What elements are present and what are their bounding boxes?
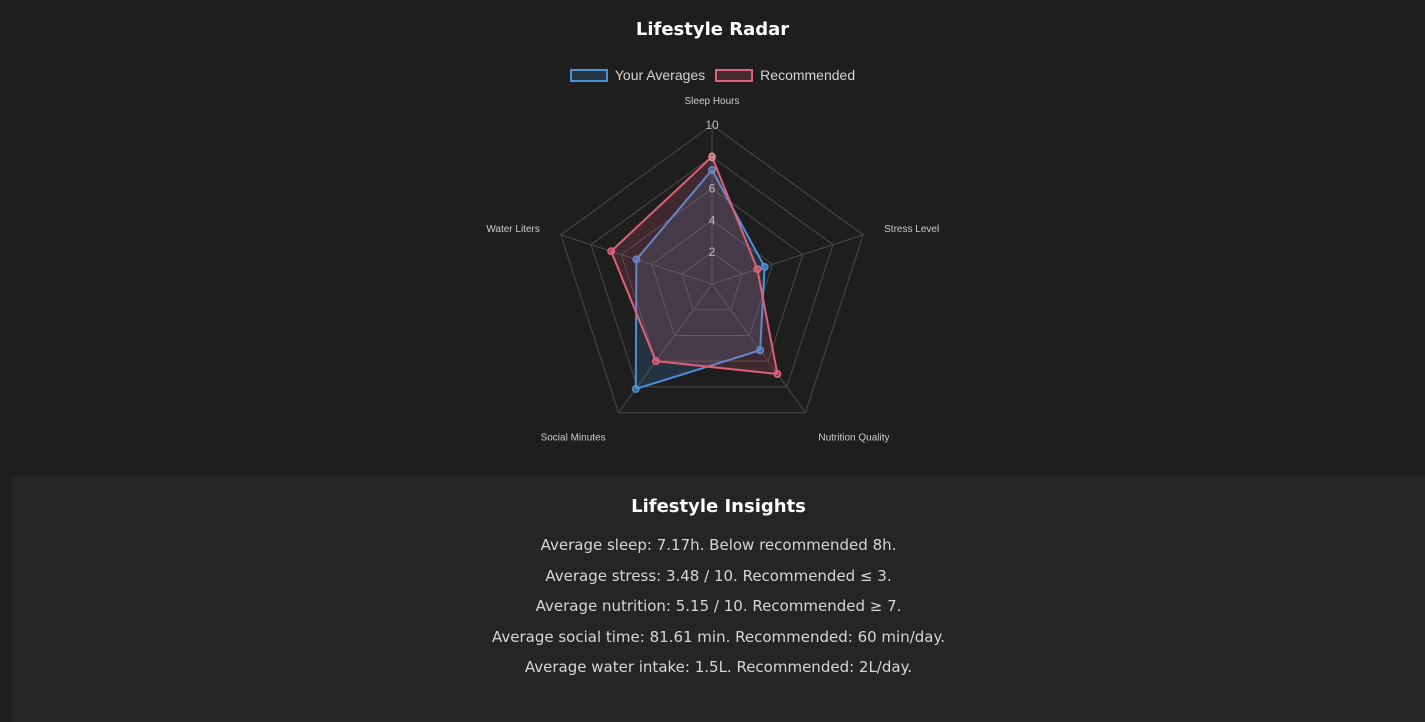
legend-item-your-averages[interactable]: Your Averages <box>569 67 706 83</box>
insights-list: Average sleep: 7.17h. Below recommended … <box>12 530 1425 683</box>
series-area-your-averages <box>634 168 766 390</box>
insight-sleep: Average sleep: 7.17h. Below recommended … <box>540 536 897 554</box>
insights-title: Lifestyle Insights <box>631 496 806 517</box>
data-point-recommended-1 <box>753 265 762 274</box>
legend-label-your-averages: Your Averages <box>614 67 706 83</box>
data-point-your-averages-0 <box>708 165 716 174</box>
tick-label-8: 8 <box>709 150 716 164</box>
axis-label-sleep-hours: Sleep Hours <box>684 96 739 107</box>
data-point-your-averages-2 <box>756 346 765 355</box>
data-point-your-averages-1 <box>760 262 769 271</box>
legend-item-recommended[interactable]: Recommended <box>715 67 855 83</box>
tick-label-6: 6 <box>709 182 716 196</box>
data-point-recommended-4 <box>607 247 616 256</box>
legend-swatch-recommended <box>715 68 754 82</box>
grid-ring-10 <box>560 124 864 414</box>
grid-ring-8 <box>590 156 834 388</box>
insight-social: Average social time: 81.61 min. Recommen… <box>491 627 945 646</box>
legend-label-recommended: Recommended <box>760 67 856 83</box>
data-point-recommended-0 <box>708 152 716 161</box>
axis-label-social-minutes: Social Minutes <box>541 432 606 443</box>
tick-label-10: 10 <box>705 118 719 132</box>
chart-title: Lifestyle Radar <box>635 19 790 40</box>
data-point-recommended-2 <box>773 370 782 379</box>
data-point-recommended-3 <box>651 357 660 366</box>
series-area-recommended <box>610 155 779 376</box>
axis-label-nutrition-quality: Nutrition Quality <box>818 432 889 443</box>
insight-stress: Average stress: 3.48 / 10. Recommended ≤… <box>545 566 892 585</box>
tick-label-2: 2 <box>709 245 716 259</box>
axis-label-water-liters: Water Liters <box>486 224 540 235</box>
data-point-your-averages-4 <box>632 255 641 264</box>
legend-swatch-your-averages <box>569 68 608 82</box>
grid-ring-2 <box>681 251 743 311</box>
grid-ring-4 <box>650 219 774 336</box>
grid-ring-6 <box>620 187 804 362</box>
chart-legend: Your Averages Recommended <box>0 67 1425 83</box>
axis-label-stress-level: Stress Level <box>884 224 939 235</box>
tick-label-4: 4 <box>709 213 716 227</box>
grid-spoke-1 <box>711 234 864 285</box>
insights-panel: Lifestyle Insights Average sleep: 7.17h.… <box>12 476 1425 722</box>
data-point-your-averages-3 <box>631 384 640 393</box>
radar-chart: 2 4 6 8 10 Sleep Hours Stress Level Nutrition Q… <box>486 96 939 443</box>
insight-nutrition: Average nutrition: 5.15 / 10. Recommende… <box>535 597 902 615</box>
insight-water: Average water intake: 1.5L. Recommended:… <box>524 658 913 676</box>
